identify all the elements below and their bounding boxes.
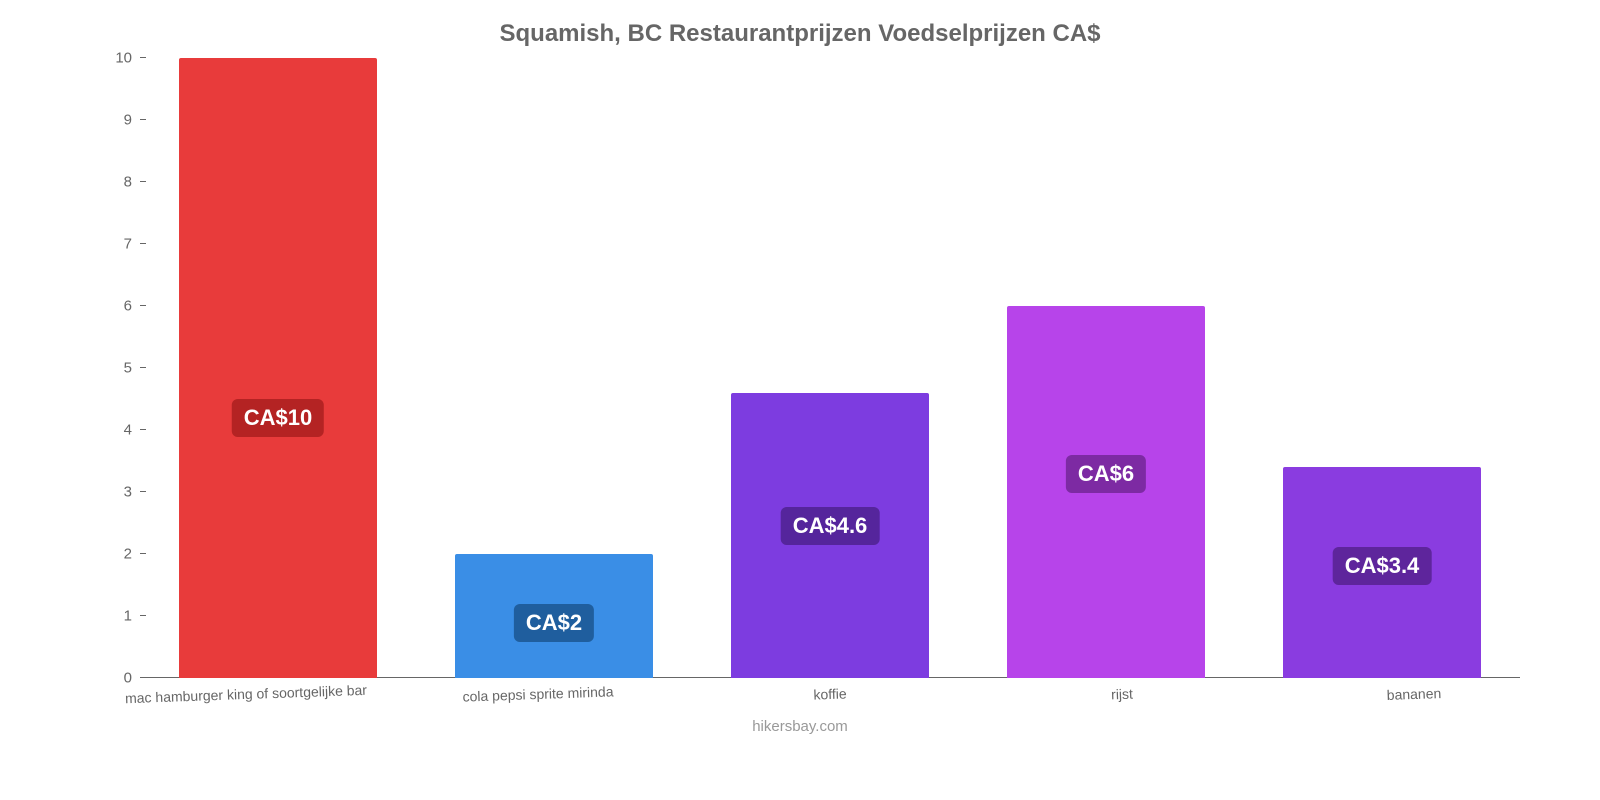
- bar-slot: CA$6: [968, 58, 1244, 678]
- bar-value-label: CA$2: [514, 604, 594, 642]
- bar: CA$10: [179, 58, 378, 678]
- plot-area: 012345678910 CA$10CA$2CA$4.6CA$6CA$3.4: [140, 58, 1520, 678]
- bar-value-label: CA$3.4: [1333, 547, 1432, 585]
- bar-slot: CA$2: [416, 58, 692, 678]
- x-axis-label: bananen: [1268, 681, 1560, 707]
- x-axis-label: mac hamburger king of soortgelijke bar: [100, 681, 392, 707]
- y-tick-label: 3: [92, 484, 132, 501]
- y-tick-label: 0: [92, 670, 132, 687]
- chart-container: Squamish, BC Restaurantprijzen Voedselpr…: [0, 0, 1600, 800]
- x-axis-label: rijst: [976, 681, 1268, 707]
- y-tick-label: 10: [92, 50, 132, 67]
- x-axis-label: cola pepsi sprite mirinda: [392, 681, 684, 707]
- bar: CA$2: [455, 554, 654, 678]
- y-tick-label: 7: [92, 236, 132, 253]
- bar-slot: CA$4.6: [692, 58, 968, 678]
- y-tick-label: 8: [92, 174, 132, 191]
- bar-value-label: CA$6: [1066, 455, 1146, 493]
- y-axis: 012345678910: [90, 58, 140, 678]
- y-tick-label: 9: [92, 112, 132, 129]
- y-tick-label: 2: [92, 546, 132, 563]
- bar: CA$4.6: [731, 393, 930, 678]
- y-tick-label: 6: [92, 298, 132, 315]
- bar-slot: CA$10: [140, 58, 416, 678]
- attribution: hikersbay.com: [0, 718, 1600, 735]
- x-axis-labels: mac hamburger king of soortgelijke barco…: [100, 686, 1560, 702]
- bar: CA$6: [1007, 306, 1206, 678]
- bar-value-label: CA$4.6: [781, 507, 880, 545]
- bar: CA$3.4: [1283, 467, 1482, 678]
- bar-slot: CA$3.4: [1244, 58, 1520, 678]
- chart-title: Squamish, BC Restaurantprijzen Voedselpr…: [40, 20, 1560, 48]
- y-tick-label: 5: [92, 360, 132, 377]
- y-tick-label: 4: [92, 422, 132, 439]
- x-axis-label: koffie: [684, 681, 976, 707]
- bar-value-label: CA$10: [232, 399, 324, 437]
- y-tick-label: 1: [92, 608, 132, 625]
- bars-group: CA$10 CA$2 CA$4.6 CA$6 CA$3.4: [140, 58, 1520, 678]
